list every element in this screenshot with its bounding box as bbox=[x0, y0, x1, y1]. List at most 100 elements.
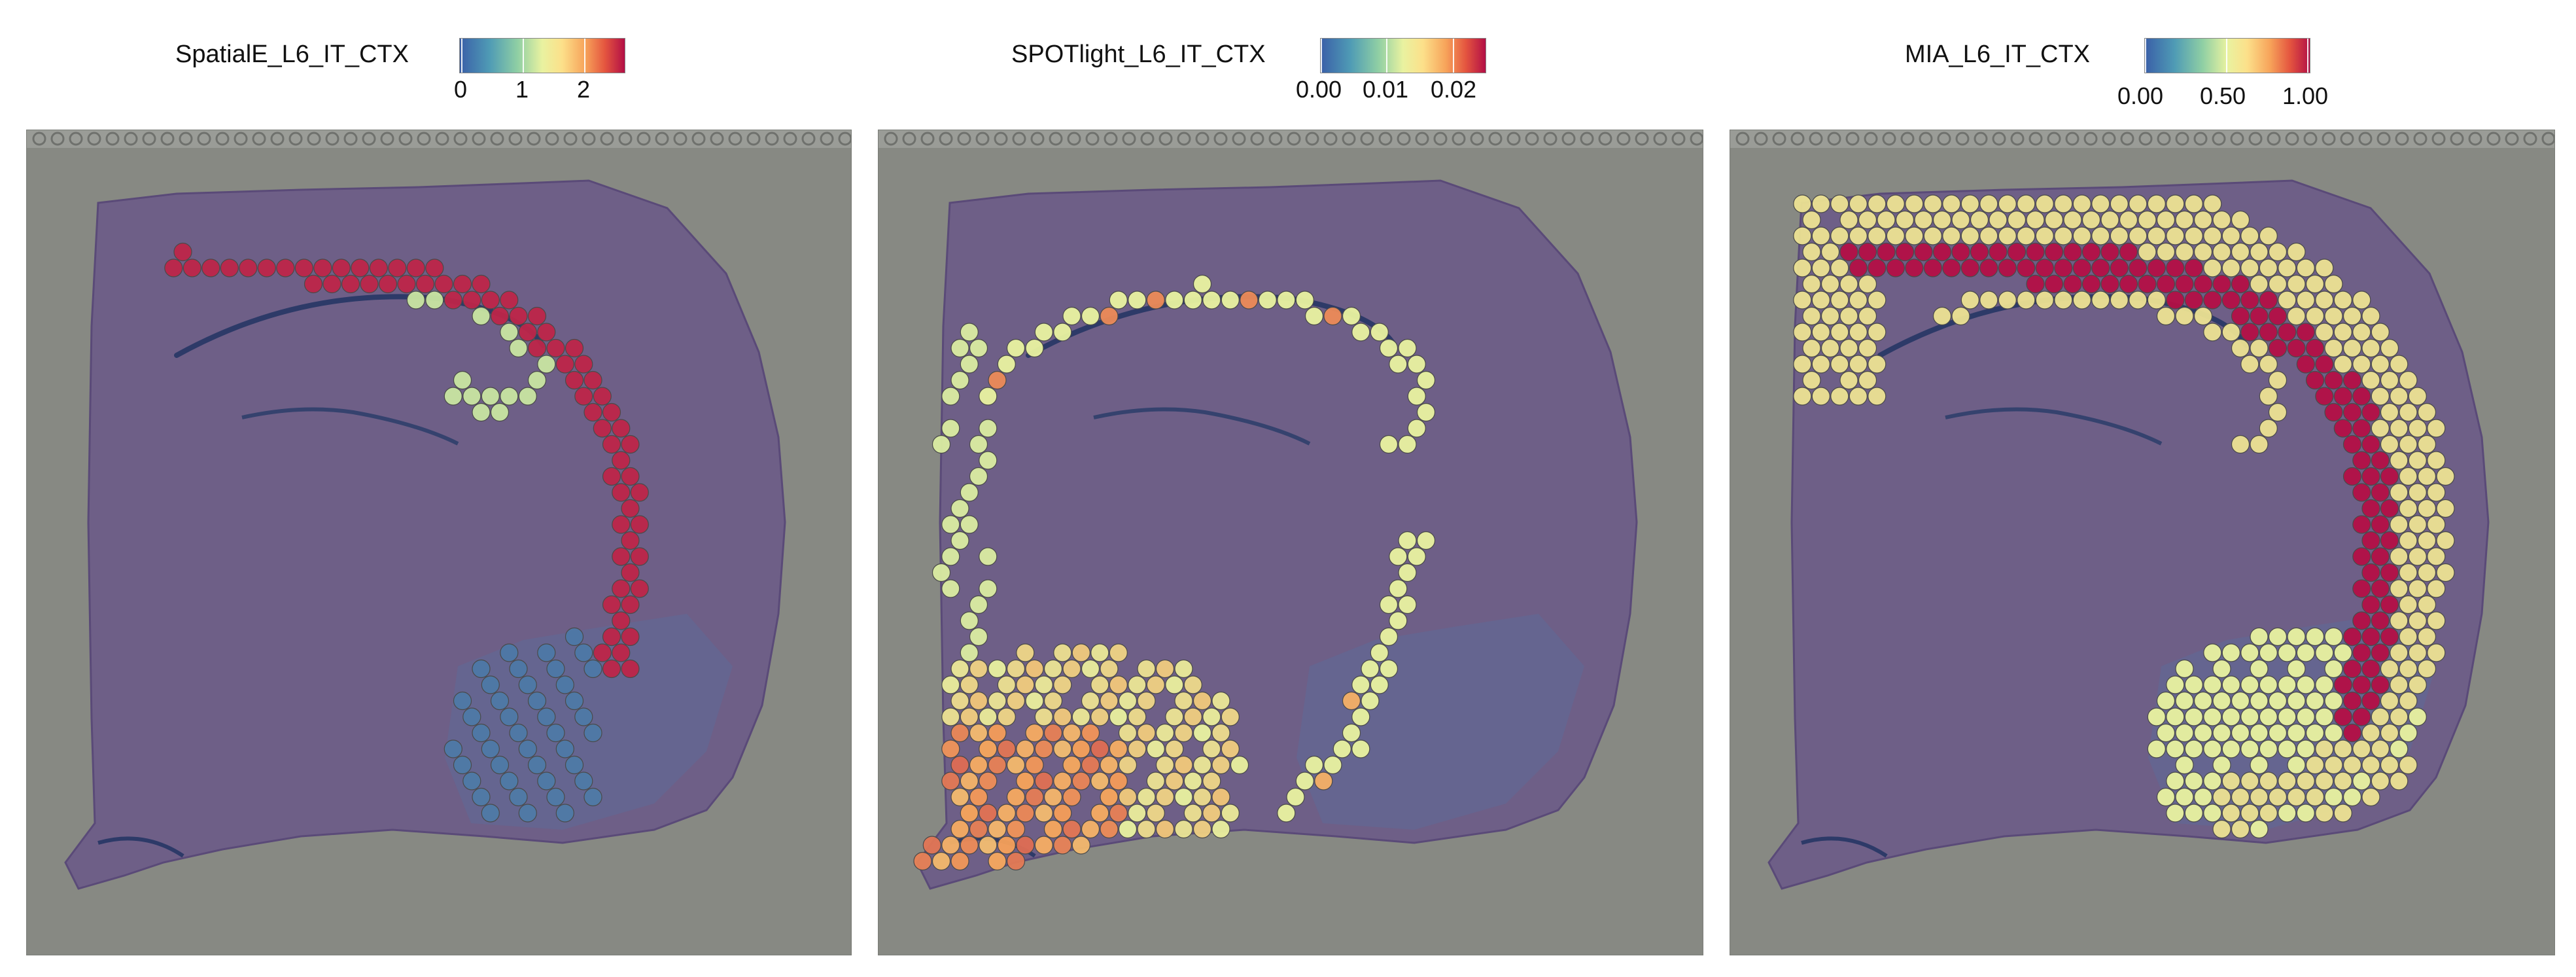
spot bbox=[2054, 194, 2073, 213]
spot bbox=[2119, 274, 2138, 294]
spot bbox=[2268, 723, 2288, 743]
spot bbox=[1868, 194, 1887, 213]
spot bbox=[1174, 723, 1193, 743]
spot bbox=[1314, 772, 1333, 790]
spot bbox=[2342, 691, 2362, 711]
spot bbox=[2147, 194, 2166, 213]
spot bbox=[2371, 355, 2390, 374]
spot bbox=[2231, 691, 2250, 711]
spot bbox=[1820, 274, 1840, 294]
spot bbox=[2240, 707, 2259, 726]
spot bbox=[2156, 210, 2176, 230]
spot bbox=[2287, 755, 2306, 775]
spot bbox=[2390, 739, 2409, 758]
spot bbox=[2361, 306, 2380, 326]
spot bbox=[2324, 723, 2343, 743]
spot bbox=[1053, 707, 1072, 726]
spot bbox=[2212, 691, 2231, 711]
spot bbox=[444, 291, 462, 310]
spot bbox=[2054, 226, 2073, 245]
spot bbox=[1811, 291, 1830, 310]
spot bbox=[1071, 739, 1090, 758]
spot bbox=[2147, 258, 2166, 277]
spot bbox=[378, 274, 398, 294]
spot bbox=[2184, 258, 2203, 277]
spot bbox=[2259, 643, 2278, 662]
spot bbox=[2399, 499, 2418, 518]
spot bbox=[2399, 370, 2418, 390]
spot bbox=[2110, 291, 2129, 310]
tick-label: 0.50 bbox=[2199, 82, 2246, 109]
spot bbox=[1877, 210, 1896, 230]
spot bbox=[2166, 707, 2185, 726]
spot bbox=[2399, 531, 2418, 550]
spot bbox=[997, 836, 1016, 855]
spot bbox=[1192, 755, 1212, 775]
spot bbox=[2296, 323, 2315, 342]
spot bbox=[2100, 210, 2119, 230]
spot bbox=[1398, 563, 1417, 582]
spot bbox=[425, 258, 444, 277]
spot bbox=[2315, 643, 2334, 662]
spot bbox=[2044, 242, 2064, 262]
spot bbox=[1323, 306, 1342, 326]
spot bbox=[2408, 451, 2427, 470]
spot bbox=[322, 274, 341, 294]
spot bbox=[2231, 723, 2250, 743]
spot bbox=[1905, 194, 1924, 213]
spot bbox=[2193, 787, 2213, 807]
spot bbox=[2390, 579, 2409, 598]
spot bbox=[406, 258, 425, 277]
spot bbox=[1793, 291, 1812, 310]
spot bbox=[1998, 194, 2017, 213]
spot bbox=[988, 370, 1007, 390]
tick-label: 0.01 bbox=[1362, 76, 1409, 103]
spot bbox=[2287, 306, 2306, 326]
spot bbox=[2390, 611, 2409, 630]
spot bbox=[1979, 258, 1998, 277]
spot bbox=[2240, 258, 2259, 277]
spot bbox=[1016, 836, 1035, 855]
spot bbox=[2352, 579, 2371, 598]
spot bbox=[950, 531, 969, 550]
spot bbox=[1211, 819, 1230, 839]
spot bbox=[1221, 291, 1240, 310]
spot bbox=[1868, 387, 1887, 406]
spot bbox=[546, 723, 565, 743]
spot bbox=[2371, 323, 2390, 342]
spot bbox=[997, 739, 1016, 758]
spot bbox=[2063, 274, 2082, 294]
spot bbox=[2361, 627, 2380, 647]
spot bbox=[2268, 242, 2288, 262]
spot bbox=[2408, 707, 2427, 726]
spot bbox=[2250, 787, 2269, 807]
spot bbox=[1025, 338, 1044, 358]
spot bbox=[2129, 194, 2148, 213]
spot bbox=[1155, 819, 1175, 839]
spot bbox=[1043, 723, 1063, 743]
spot bbox=[1304, 755, 1324, 775]
spot bbox=[960, 707, 979, 726]
spot bbox=[2240, 804, 2259, 823]
spot bbox=[2035, 291, 2054, 310]
spot bbox=[1202, 804, 1221, 823]
spot bbox=[1174, 787, 1193, 807]
spot bbox=[453, 370, 472, 390]
spot bbox=[1043, 819, 1063, 839]
spot bbox=[2305, 691, 2325, 711]
spot bbox=[1165, 675, 1184, 694]
spot bbox=[1979, 291, 1998, 310]
spot bbox=[415, 274, 435, 294]
spot bbox=[1951, 242, 1970, 262]
spot bbox=[2408, 579, 2427, 598]
spot bbox=[500, 643, 519, 662]
spot bbox=[2017, 258, 2036, 277]
spot bbox=[979, 739, 998, 758]
spot bbox=[1370, 323, 1389, 342]
spot bbox=[1183, 291, 1202, 310]
spot bbox=[1407, 419, 1426, 438]
spot bbox=[2287, 691, 2306, 711]
spot bbox=[621, 499, 640, 518]
spot bbox=[2352, 772, 2371, 790]
spot bbox=[2175, 306, 2194, 326]
